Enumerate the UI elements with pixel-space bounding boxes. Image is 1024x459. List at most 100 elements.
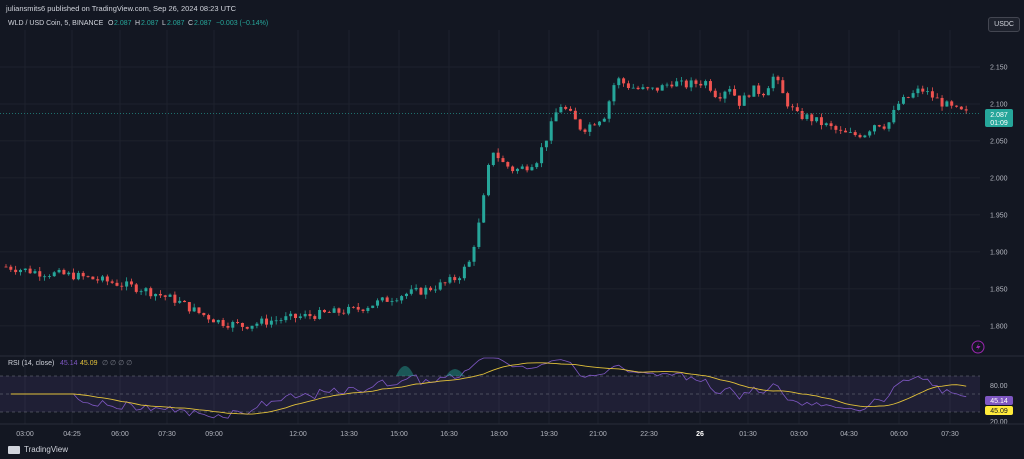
candle-body — [906, 97, 910, 98]
candle-body — [322, 309, 326, 313]
candle-body — [458, 278, 462, 281]
lightning-icon-bolt — [976, 343, 981, 351]
price-axis[interactable]: 2.150 2.100 2.050 2.000 1.950 1.900 1.850 1.800 — [990, 64, 1008, 330]
candle-body — [453, 277, 457, 281]
lightning-icon[interactable] — [971, 340, 985, 354]
time-axis[interactable]: 03:00 04:25 06:00 07:30 09:00 12:00 13:30 15:00… — [16, 431, 959, 438]
candle-body — [72, 272, 76, 280]
lightning-icon-ring — [971, 340, 985, 354]
candle-body — [76, 272, 80, 280]
candle-body — [844, 130, 848, 133]
candle-body — [636, 87, 640, 90]
candle-body — [646, 87, 650, 89]
candle-body — [675, 81, 679, 87]
candle-body — [443, 282, 447, 284]
candle-body — [597, 121, 601, 126]
high-label: H — [135, 20, 140, 27]
rsi-ma-value: 45.09 — [80, 360, 98, 367]
candle-body — [52, 272, 56, 277]
candle-body — [901, 97, 905, 104]
candle-body — [294, 313, 297, 319]
footer-brand-label: TradingView — [24, 445, 69, 454]
grid-lines — [0, 30, 980, 424]
candle-body — [28, 268, 32, 274]
candle-body — [351, 306, 355, 308]
candle-body — [467, 261, 471, 267]
time-tick: 13:30 — [340, 431, 358, 438]
time-tick: 03:00 — [790, 431, 808, 438]
candle-body — [737, 95, 741, 106]
rsi-overbought-fill-2 — [446, 369, 464, 376]
candle-body — [347, 306, 351, 314]
candle-body — [955, 105, 959, 107]
candle-body — [631, 87, 635, 89]
candle-body — [158, 293, 162, 296]
candle-body — [385, 297, 389, 302]
candle-body — [626, 83, 630, 89]
candle-body — [829, 123, 833, 127]
candle-body — [269, 320, 273, 325]
candle-body — [192, 307, 196, 312]
candle-body — [380, 297, 384, 301]
currency-button[interactable]: USDC — [988, 17, 1020, 32]
candle-body — [404, 293, 408, 297]
rsi-value: 45.14 — [60, 360, 78, 367]
rsi-ma-line — [10, 362, 967, 415]
candle-body — [86, 276, 90, 278]
candle-body — [964, 109, 968, 111]
high-value: 2.087 — [141, 20, 159, 27]
candle-body — [950, 101, 954, 106]
candle-body — [236, 321, 240, 323]
candle-body — [511, 166, 515, 172]
candle-body — [544, 140, 548, 148]
time-tick: 06:00 — [890, 431, 908, 438]
candle-body — [940, 97, 944, 107]
candle-body — [477, 222, 481, 247]
candle-body — [945, 101, 949, 107]
candle-body — [578, 119, 582, 130]
low-value: 2.087 — [167, 20, 185, 27]
time-tick: 21:00 — [589, 431, 607, 438]
close-value: 2.087 — [194, 20, 212, 27]
time-tick: 18:00 — [490, 431, 508, 438]
candle-body — [101, 276, 104, 281]
candle-body — [790, 106, 794, 108]
candles-group — [4, 73, 968, 332]
candle-body — [9, 266, 13, 270]
open-value: 2.087 — [114, 20, 132, 27]
candle-body — [873, 125, 876, 132]
candle-body — [371, 305, 375, 308]
candle-body — [723, 91, 727, 99]
footer-brand[interactable]: TradingView — [0, 440, 1024, 459]
candle-body — [265, 318, 269, 325]
candle-body — [183, 300, 187, 303]
candle-body — [655, 87, 659, 91]
candle-body — [255, 323, 259, 326]
candle-body — [506, 162, 510, 167]
candle-body — [771, 76, 775, 89]
candle-body — [110, 281, 114, 283]
candle-body — [33, 271, 37, 274]
candle-body — [115, 282, 119, 286]
candle-body — [327, 312, 331, 313]
candle-body — [708, 81, 712, 91]
candle-body — [487, 165, 490, 196]
candle-body — [139, 291, 143, 293]
candle-body — [120, 285, 124, 287]
candle-body — [926, 91, 930, 93]
change-value: −0.003 (−0.14%) — [216, 20, 268, 27]
candle-body — [887, 122, 891, 129]
candle-body — [81, 272, 85, 277]
time-tick: 22:30 — [640, 431, 658, 438]
candle-body — [530, 167, 534, 171]
candle-body — [279, 320, 283, 321]
candle-body — [303, 314, 307, 317]
candle-body — [651, 87, 655, 89]
candle-body — [728, 89, 732, 92]
candle-body — [163, 295, 167, 297]
chart-area[interactable]: WLD / USD Coin, 5, BINANCE O 2.087 H 2.0… — [0, 18, 1024, 440]
candle-body — [240, 322, 244, 327]
rsi-tick-20: 20.00 — [990, 419, 1008, 426]
candle-body — [612, 85, 616, 102]
candle-body — [515, 168, 519, 172]
